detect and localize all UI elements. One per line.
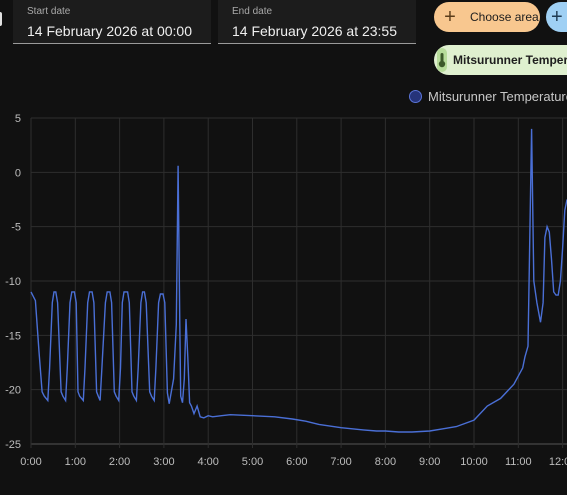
y-tick-label: 0: [15, 167, 21, 179]
x-tick-label: 7:00: [330, 456, 351, 468]
plus-icon: +: [551, 6, 563, 28]
x-tick-label: 0:00: [20, 456, 41, 468]
x-tick-label: 3:00: [153, 456, 174, 468]
y-tick-label: -20: [5, 385, 21, 397]
y-tick-label: -5: [11, 222, 21, 234]
plus-icon: +: [444, 6, 456, 28]
choose-area-button[interactable]: + Choose area: [434, 2, 540, 32]
start-date-label: Start date: [27, 6, 71, 17]
end-date-field[interactable]: End date 14 February 2026 at 23:55: [218, 0, 416, 44]
chart-legend[interactable]: Mitsurunner Temperature: [409, 89, 567, 104]
start-date-field[interactable]: Start date 14 February 2026 at 00:00: [13, 0, 211, 44]
x-tick-label: 11:00: [505, 456, 532, 468]
y-tick-label: -25: [5, 439, 21, 451]
x-tick-label: 8:00: [375, 456, 396, 468]
x-tick-label: 10:00: [460, 456, 488, 468]
legend-swatch: [409, 90, 422, 103]
legend-label: Mitsurunner Temperature: [428, 89, 567, 104]
entity-chip[interactable]: Mitsurunner Temperature: [434, 45, 567, 75]
y-tick-label: 5: [15, 113, 21, 125]
series-line-mitsurunner-temperature: [30, 128, 567, 433]
start-date-value[interactable]: 14 February 2026 at 00:00: [27, 23, 193, 39]
x-axis: 0:00 1:00 2:00 3:00 4:00 5:00 6:00 7:00 8:00 9:00…: [20, 456, 567, 468]
y-tick-label: -15: [5, 330, 21, 342]
x-tick-label: 4:00: [197, 456, 218, 468]
end-date-label: End date: [232, 6, 273, 17]
entity-chip-label: Mitsurunner Temperature: [453, 53, 567, 67]
x-tick-label: 5:00: [242, 456, 263, 468]
x-tick-label: 2:00: [109, 456, 130, 468]
back-icon[interactable]: [0, 12, 2, 26]
thermometer-icon: [437, 48, 447, 72]
x-tick-label: 1:00: [65, 456, 86, 468]
y-axis: 5 0 -5 -10 -15 -20 -25: [5, 113, 21, 451]
x-tick-label: 9:00: [419, 456, 440, 468]
x-tick-label: 12:00: [549, 456, 567, 468]
y-tick-label: -10: [5, 276, 21, 288]
end-date-value[interactable]: 14 February 2026 at 23:55: [232, 23, 398, 39]
chart-grid: [30, 117, 567, 448]
x-tick-label: 6:00: [286, 456, 307, 468]
choose-area-label: Choose area: [470, 10, 539, 24]
add-target-button[interactable]: +: [546, 2, 567, 32]
